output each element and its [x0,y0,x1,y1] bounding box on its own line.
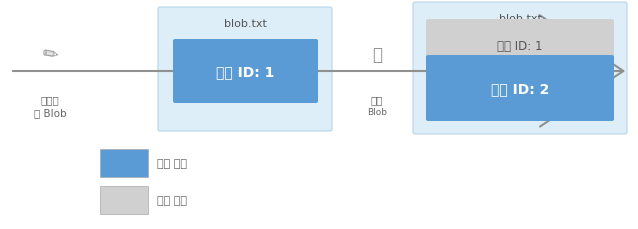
Text: 이전 버전: 이전 버전 [157,195,187,205]
FancyBboxPatch shape [100,186,148,214]
Text: ✏: ✏ [40,44,60,65]
FancyBboxPatch shape [426,56,614,121]
Text: blob.txt: blob.txt [223,19,267,29]
FancyBboxPatch shape [426,20,614,72]
Text: blob.txt: blob.txt [498,14,542,24]
Text: 🔧: 🔧 [372,46,382,64]
Text: 버전 ID: 1: 버전 ID: 1 [216,65,275,79]
Text: 수정: 수정 [371,95,383,105]
FancyBboxPatch shape [100,149,148,177]
FancyBboxPatch shape [158,8,332,131]
Text: 버전 ID: 2: 버전 ID: 2 [491,82,549,95]
Text: 버전 ID: 1: 버전 ID: 1 [497,39,543,52]
Text: 현재 버전: 현재 버전 [157,158,187,168]
Text: 만들기: 만들기 [41,95,59,105]
Text: Blob: Blob [367,108,387,117]
Text: 새 Blob: 새 Blob [34,108,66,117]
FancyBboxPatch shape [173,40,318,104]
FancyBboxPatch shape [413,3,627,134]
